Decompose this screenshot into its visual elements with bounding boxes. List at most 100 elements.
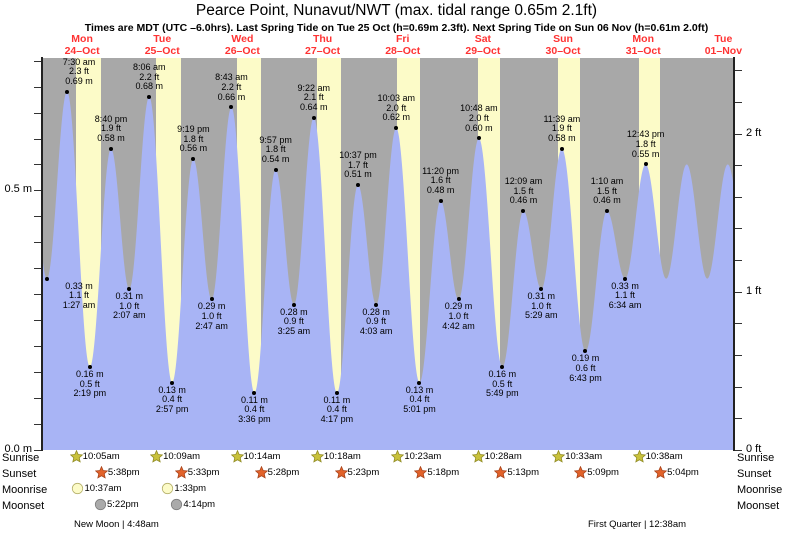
- high-tide-label-7: 9:19 pm 1.8 ft 0.56 m: [158, 125, 228, 154]
- y-tick-left: [34, 60, 41, 62]
- day-of-week: Mon: [71, 33, 93, 45]
- tide-label-line: 5:49 pm: [486, 388, 519, 399]
- sunset-time-2: 5:28pm: [267, 467, 300, 478]
- tide-label-line: 0.48 m: [426, 184, 455, 195]
- day-header-6: Sun 30–Oct: [518, 33, 608, 57]
- moonrise-row-label-left: Moonrise: [2, 484, 48, 496]
- low-tide-label-6: 0.13 m 0.4 ft 2:57 pm: [137, 384, 207, 415]
- tide-label-line: 0.11 m: [240, 394, 268, 405]
- tide-label-line: 0.4 ft: [162, 394, 183, 405]
- y-axis-label-right: 2 ft: [746, 126, 762, 139]
- tide-label-line: 1.1 ft: [615, 290, 636, 301]
- tide-extreme-dot: [356, 183, 361, 188]
- tide-label-line: 2.0 ft: [468, 113, 489, 124]
- sunrise-star-icon: [230, 450, 244, 463]
- low-tide-label-12: 0.28 m 0.9 ft 3:25 am: [259, 307, 329, 337]
- tide-label-line: 2.2 ft: [139, 71, 160, 82]
- tide-label-line: 1.5 ft: [597, 185, 618, 196]
- tide-label-line: 0.13 m: [405, 384, 434, 395]
- day-of-week: Tue: [714, 33, 733, 45]
- tide-label-line: 0.11 m: [323, 394, 351, 405]
- tide-extreme-dot: [643, 162, 648, 167]
- sunset-star-icon: [414, 466, 428, 479]
- y-tick-left: [34, 86, 41, 88]
- day-of-week: Fri: [396, 33, 410, 45]
- tide-extreme-dot: [170, 380, 175, 385]
- tide-label-line: 12:09 am: [504, 176, 543, 187]
- low-tide-label-2: 0.16 m 0.5 ft 2:19 pm: [55, 368, 125, 399]
- tide-label-line: 1.0 ft: [119, 300, 140, 311]
- tide-extreme-dot: [605, 209, 610, 214]
- sunrise-time-4: 10:23am: [404, 451, 442, 462]
- y-tick-left: [34, 398, 41, 400]
- tide-label-line: 9:19 pm: [177, 124, 210, 135]
- y-tick-left: [34, 450, 41, 451]
- sunrise-star-icon: [150, 450, 164, 463]
- high-tide-label-3: 8:40 pm 1.9 ft 0.58 m: [76, 114, 146, 144]
- tide-label-line: 2.3 ft: [68, 66, 89, 77]
- tide-label-line: 3:36 pm: [238, 414, 271, 425]
- tide-label-line: 0.58 m: [548, 133, 576, 144]
- sunset-star-icon: [174, 466, 188, 479]
- tide-label-line: 2:57 pm: [155, 403, 189, 414]
- y-tick-right: [735, 101, 742, 103]
- tide-label-line: 0.31 m: [115, 291, 143, 302]
- y-tick-right: [735, 228, 742, 230]
- high-tide-label-9: 8:43 am 2.2 ft 0.66 m: [196, 73, 266, 102]
- day-of-week: Sun: [553, 33, 573, 45]
- tide-label-line: 0.69 m: [65, 75, 93, 86]
- tide-label-line: 0.13 m: [158, 384, 186, 395]
- tide-label-line: 0.29 m: [444, 301, 473, 312]
- sunrise-row-label-left: Sunrise: [2, 452, 40, 464]
- tide-label-line: 2.2 ft: [221, 81, 242, 92]
- tide-label-line: 0.62 m: [382, 112, 410, 123]
- moon-phase-note-1: First Quarter | 12:38am: [588, 519, 687, 530]
- tide-label-line: 0.33 m: [611, 280, 639, 291]
- low-tide-label-14: 0.11 m 0.4 ft 4:17 pm: [302, 394, 372, 425]
- tide-label-line: 1.9 ft: [551, 123, 572, 134]
- tide-extreme-dot: [44, 276, 49, 281]
- tide-label-line: 1:27 am: [62, 299, 96, 310]
- day-date: 28–Oct: [385, 45, 421, 57]
- sunset-time-5: 5:13pm: [507, 467, 539, 478]
- day-of-week: Wed: [231, 33, 254, 45]
- day-date: 27–Oct: [305, 45, 341, 57]
- low-tide-label-0: 0.33 m 1.1 ft 1:27 am: [44, 281, 114, 311]
- tide-label-line: 10:37 pm: [339, 150, 377, 161]
- y-tick-right: [735, 418, 742, 420]
- tide-label-line: 2.1 ft: [303, 92, 324, 103]
- y-tick-right: [735, 70, 742, 72]
- y-axis-label-right: 1 ft: [746, 284, 762, 297]
- tide-extreme-dot: [109, 146, 114, 151]
- tide-extreme-dot: [65, 89, 70, 94]
- tide-label-line: 0.4 ft: [244, 404, 265, 415]
- high-tide-label-1: 7:30 am 2.3 ft 0.69 m: [44, 57, 114, 87]
- sunrise-star-icon: [310, 450, 324, 463]
- y-tick-right: [735, 450, 742, 451]
- day-date: 31–Oct: [625, 45, 661, 57]
- y-tick-left: [34, 216, 41, 218]
- low-tide-label-22: 0.16 m 0.5 ft 5:49 pm: [467, 369, 537, 399]
- tide-extreme-dot: [438, 198, 443, 203]
- sunrise-star-icon: [69, 450, 83, 463]
- low-tide-label-26: 0.19 m 0.6 ft 6:43 pm: [550, 354, 620, 383]
- tide-label-line: 1.0 ft: [448, 311, 469, 322]
- sunrise-time-7: 10:38am: [645, 451, 683, 462]
- moonset-disc-icon: [170, 498, 183, 511]
- low-tide-label-4: 0.31 m 1.0 ft 2:07 am: [94, 291, 164, 321]
- tide-label-line: 0.9 ft: [283, 316, 304, 327]
- y-tick-left: [34, 112, 41, 114]
- sunset-row-label-left: Sunset: [2, 468, 37, 480]
- sunrise-time-0: 10:05am: [82, 451, 120, 462]
- tide-label-line: 0.16 m: [76, 368, 104, 379]
- low-tide-label-10: 0.11 m 0.4 ft 3:36 pm: [219, 394, 289, 425]
- tide-extreme-dot: [500, 364, 505, 369]
- tide-label-line: 1.1 ft: [68, 290, 89, 301]
- sunrise-time-5: 10:28am: [484, 451, 522, 462]
- moonrise-disc-icon: [71, 482, 84, 495]
- moonset-row-label-left: Moonset: [2, 500, 45, 512]
- sunset-star-icon: [254, 466, 268, 479]
- tide-extreme-dot: [476, 136, 481, 141]
- y-tick-left: [34, 346, 41, 348]
- high-tide-label-27: 1:10 am 1.5 ft 0.46 m: [572, 177, 642, 206]
